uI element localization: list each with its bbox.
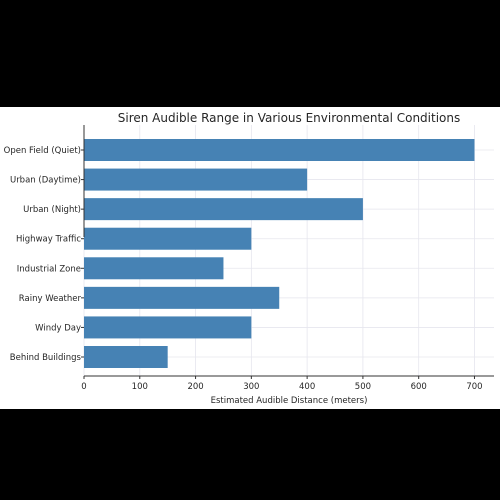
bar [84, 346, 168, 368]
x-tick-label: 300 [243, 382, 259, 392]
x-tick-labels: 0 100 200 300 400 500 600 700 [81, 382, 482, 392]
x-tick-label: 500 [355, 382, 371, 392]
bar-layer [84, 139, 475, 368]
bar-chart: Open Field (Quiet) Urban (Daytime) Urban (… [4, 111, 494, 406]
bar [84, 198, 363, 221]
x-tick-label: 100 [132, 382, 148, 392]
bar [84, 286, 280, 309]
y-tick-label: Highway Traffic [16, 235, 81, 245]
chart-figure: Open Field (Quiet) Urban (Daytime) Urban (… [0, 107, 500, 409]
y-tick-label: Windy Day [35, 323, 81, 333]
bar [84, 227, 252, 250]
bar [84, 139, 475, 161]
y-tick-label: Urban (Daytime) [10, 176, 81, 186]
y-tick-label: Open Field (Quiet) [4, 146, 81, 156]
y-tick-label: Urban (Night) [23, 205, 81, 215]
x-tick-label: 600 [411, 382, 427, 392]
x-tick-label: 700 [466, 382, 482, 392]
y-tick-labels: Open Field (Quiet) Urban (Daytime) Urban (… [4, 146, 82, 363]
chart-title: Siren Audible Range in Various Environme… [118, 111, 461, 125]
bar [84, 168, 308, 191]
x-tick-label: 400 [299, 382, 315, 392]
y-tick-label: Behind Buildings [10, 353, 82, 363]
x-tick-label: 200 [187, 382, 203, 392]
bar [84, 316, 252, 339]
x-tick-label: 0 [81, 382, 86, 392]
y-tick-label: Industrial Zone [17, 264, 81, 274]
bar [84, 257, 224, 280]
x-axis-label: Estimated Audible Distance (meters) [211, 396, 368, 406]
y-tick-label: Rainy Weather [19, 294, 82, 304]
axis-layer [81, 125, 494, 379]
